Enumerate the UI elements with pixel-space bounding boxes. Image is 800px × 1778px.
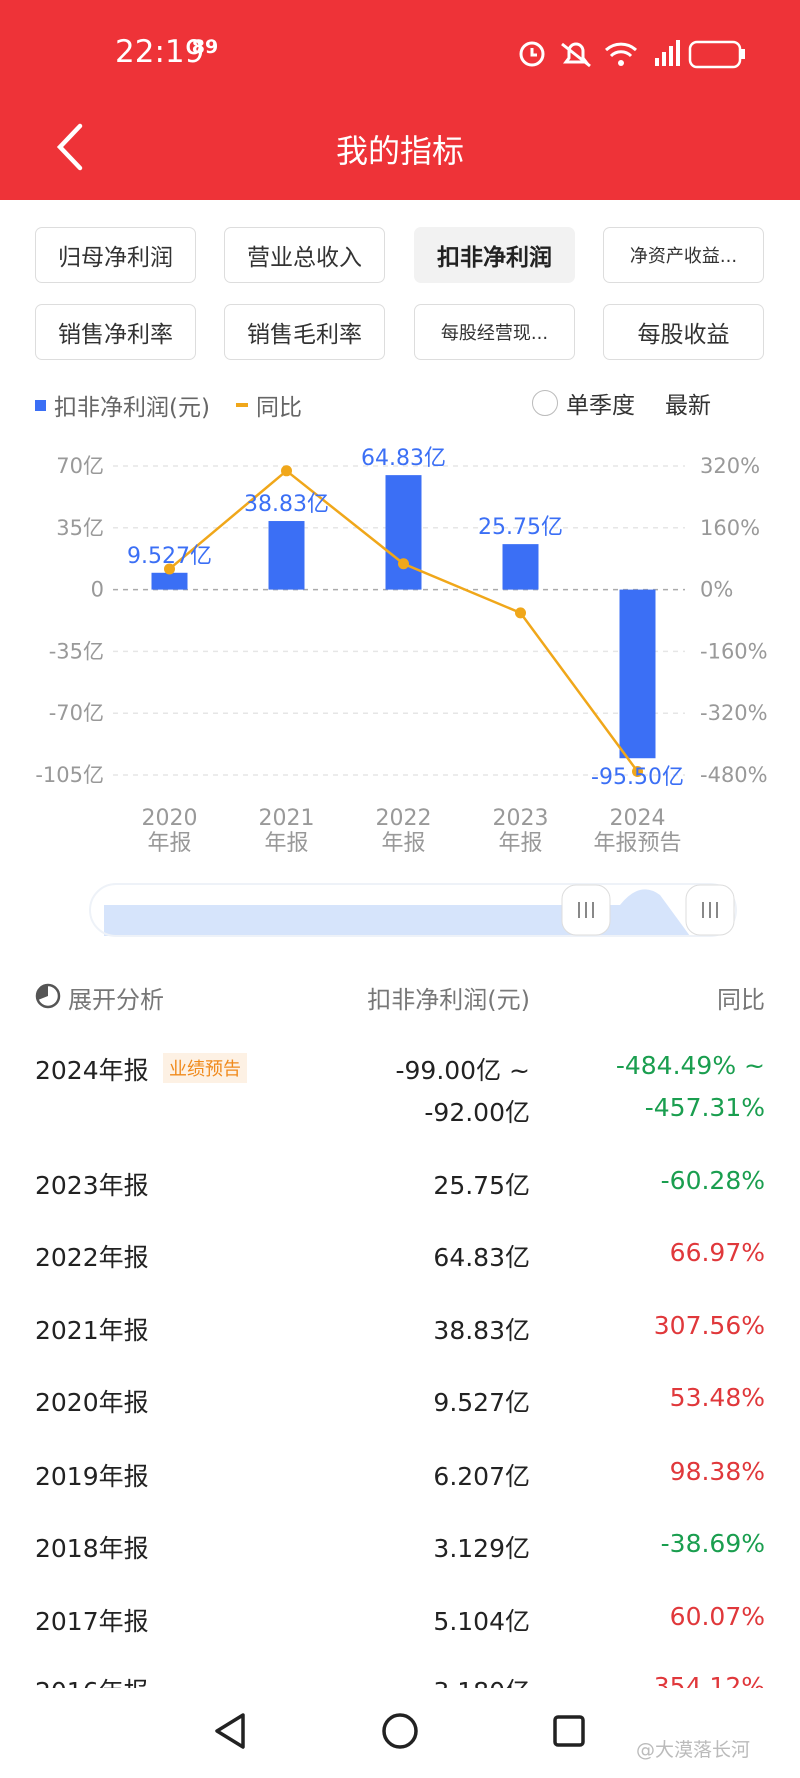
profit-value: 25.75亿: [433, 1171, 530, 1200]
period: 2021年报: [35, 1316, 149, 1345]
header-cell[interactable]: 展开分析: [68, 986, 164, 1014]
line-point: [515, 607, 526, 619]
tab[interactable]: 每股经营现...: [414, 304, 575, 360]
y-tick-label: 35亿: [56, 516, 104, 540]
profit-value: -92.00亿: [424, 1098, 530, 1127]
y-tick-label: -70亿: [49, 701, 104, 725]
app-header: [0, 0, 800, 200]
tab[interactable]: 扣非净利润: [414, 227, 575, 283]
tab[interactable]: 净资产收益...: [603, 227, 764, 283]
y-tick-label: -35亿: [49, 639, 104, 663]
y-tick-label: -105亿: [35, 763, 104, 787]
yoy-change: -457.31%: [644, 1093, 765, 1122]
tab[interactable]: 营业总收入: [224, 227, 385, 283]
status-time: 22:19: [115, 34, 205, 70]
yoy-change: -38.69%: [660, 1529, 765, 1558]
legend-swatch: [235, 403, 248, 407]
chart-options: 单季度 最新: [532, 386, 711, 420]
legend-label: 扣非净利润(元): [54, 395, 210, 421]
radio[interactable]: [532, 390, 558, 416]
profit-value: 38.83亿: [433, 1316, 530, 1345]
chart: 70亿 35亿 0 -35亿 -70亿 -105亿 320% 160% 0% -160% -320%…: [35, 446, 768, 937]
legend-swatch: [35, 399, 46, 411]
legend: 扣非净利润(元) 同比: [35, 388, 302, 422]
period: 2017年报: [35, 1607, 149, 1636]
forecast-badge: 业绩预告: [163, 1053, 247, 1083]
back-button[interactable]: [52, 122, 88, 172]
yoy-change: 307.56%: [653, 1311, 765, 1340]
line-point: [164, 563, 175, 575]
period: 2023年报: [35, 1171, 149, 1200]
yoy-change: 66.97%: [669, 1238, 765, 1267]
tab[interactable]: 销售净利率: [35, 304, 196, 360]
y2-tick-label: 0%: [700, 578, 733, 602]
x-tick-label: 2023 年报: [492, 806, 549, 856]
data-label: -95.50亿: [591, 765, 684, 790]
period: 2022年报: [35, 1243, 149, 1272]
yoy-change: 98.38%: [669, 1457, 765, 1486]
x-tick-label: 2024 年报预告: [593, 806, 682, 856]
data-label: 38.83亿: [244, 492, 329, 517]
option-label[interactable]: 单季度: [566, 393, 635, 419]
header-cell: 扣非净利润(元): [367, 986, 530, 1014]
nav-home[interactable]: [382, 1713, 418, 1749]
line-point: [281, 465, 292, 477]
profit-value: 9.527亿: [433, 1388, 530, 1417]
line-point: [398, 558, 409, 570]
profit-value: 6.207亿: [433, 1462, 530, 1491]
yoy-change: -484.49% ~: [615, 1051, 765, 1080]
yoy-change: 60.07%: [669, 1602, 765, 1631]
watermark: @大漠落长河: [636, 1739, 751, 1761]
profit-value: -99.00亿 ~: [395, 1056, 531, 1085]
option-label[interactable]: 最新: [665, 393, 711, 419]
y-tick-label: 70亿: [56, 454, 104, 478]
y2-tick-label: -320%: [700, 701, 768, 725]
y2-tick-label: 320%: [700, 454, 760, 478]
bar: [619, 589, 656, 759]
bar: [502, 544, 539, 590]
slider-area: [104, 889, 690, 936]
data-label: 25.75亿: [478, 515, 563, 540]
nav-recent[interactable]: [553, 1715, 585, 1747]
line-point: [632, 765, 643, 777]
bar: [268, 521, 305, 590]
profit-value: 64.83亿: [433, 1243, 530, 1272]
nav-bar: [0, 1688, 800, 1778]
period: 2018年报: [35, 1534, 149, 1563]
status-icons: [519, 40, 745, 69]
x-tick-label: 2020 年报: [141, 806, 198, 856]
tab[interactable]: 销售毛利率: [224, 304, 385, 360]
page-title: 我的指标: [335, 132, 464, 170]
period: 2020年报: [35, 1388, 149, 1417]
period: 2024年报: [35, 1056, 149, 1085]
x-tick-label: 2022 年报: [375, 806, 432, 856]
data-label: 9.527亿: [127, 544, 212, 569]
legend-label: 同比: [255, 395, 302, 421]
pie-icon: [35, 982, 63, 1010]
y2-tick-label: -160%: [700, 639, 768, 663]
bar: [151, 572, 188, 590]
x-tick-label: 2021 年报: [258, 806, 315, 856]
yoy-change: 53.48%: [669, 1383, 765, 1412]
profit-value: 5.104亿: [433, 1607, 530, 1636]
period: 2019年报: [35, 1462, 149, 1491]
tab[interactable]: 归母净利润: [35, 227, 196, 283]
yoy-change: -60.28%: [660, 1166, 765, 1195]
y2-tick-label: 160%: [700, 516, 760, 540]
y2-tick-label: -480%: [700, 763, 768, 787]
nav-back[interactable]: [215, 1713, 245, 1749]
bar: [385, 475, 422, 590]
profit-value: 3.129亿: [433, 1534, 530, 1563]
tab[interactable]: 每股收益: [603, 304, 764, 360]
battery-level: 89: [191, 36, 219, 58]
slider-track[interactable]: [89, 883, 737, 937]
y-tick-label: 0: [91, 578, 104, 602]
header-cell: 同比: [717, 986, 765, 1014]
data-label: 64.83亿: [361, 446, 446, 471]
